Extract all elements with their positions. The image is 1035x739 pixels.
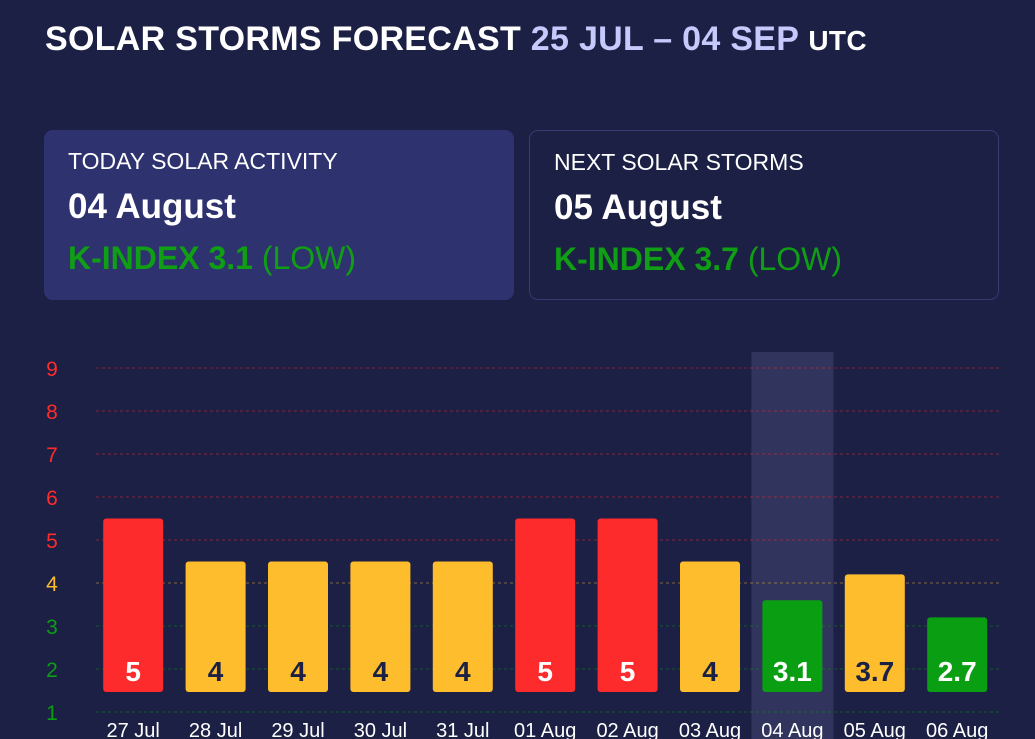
- today-kindex: K-INDEX 3.1 (LOW): [68, 240, 490, 276]
- bar-value-label: 3.7: [855, 656, 894, 687]
- y-tick-label: 3: [46, 616, 58, 639]
- bar-28-jul: [185, 561, 246, 692]
- y-tick-label: 6: [46, 487, 58, 510]
- x-tick-label: 28 Jul: [189, 720, 242, 739]
- today-kindex-value: K-INDEX 3.1: [68, 240, 253, 276]
- bar-value-label: 2.7: [938, 656, 977, 687]
- x-tick-label: 31 Jul: [436, 720, 489, 739]
- x-tick-label: 30 Jul: [354, 720, 407, 739]
- y-tick-label: 2: [46, 659, 58, 682]
- next-kindex: K-INDEX 3.7 (LOW): [554, 241, 974, 277]
- today-activity-card: TODAY SOLAR ACTIVITY 04 August K-INDEX 3…: [44, 130, 514, 300]
- y-tick-label: 1: [46, 702, 58, 725]
- today-card-label: TODAY SOLAR ACTIVITY: [68, 148, 338, 174]
- date-range: 25 JUL – 04 SEP: [530, 20, 799, 58]
- y-tick-label: 9: [46, 358, 58, 381]
- bar-value-label: 3.1: [773, 656, 812, 687]
- bar-04-aug: [762, 600, 823, 692]
- bar-05-aug: [844, 574, 905, 692]
- bar-value-label: 5: [537, 656, 553, 687]
- title-text: SOLAR STORMS FORECAST: [45, 20, 522, 58]
- bar-value-label: 4: [373, 656, 389, 687]
- x-tick-label: 05 Aug: [844, 720, 906, 739]
- x-tick-label: 29 Jul: [271, 720, 324, 739]
- x-tick-label: 04 Aug: [761, 720, 823, 739]
- bar-31-jul: [432, 561, 493, 692]
- next-card-label: NEXT SOLAR STORMS: [554, 149, 804, 175]
- bar-value-label: 4: [702, 656, 718, 687]
- bar-01-aug: [515, 518, 576, 692]
- y-tick-label: 8: [46, 401, 58, 424]
- today-date: 04 August: [68, 187, 236, 226]
- timezone-label: UTC: [808, 25, 867, 56]
- bar-value-label: 5: [620, 656, 636, 687]
- next-storms-card: NEXT SOLAR STORMS 05 August K-INDEX 3.7 …: [529, 130, 999, 300]
- bar-value-label: 5: [125, 656, 141, 687]
- x-tick-label: 27 Jul: [107, 720, 160, 739]
- y-tick-label: 5: [46, 530, 58, 553]
- bar-03-aug: [680, 561, 740, 692]
- y-tick-label: 7: [46, 444, 58, 467]
- next-kindex-level: (LOW): [747, 241, 843, 277]
- x-tick-label: 01 Aug: [514, 720, 576, 739]
- page-title: SOLAR STORMS FORECAST 25 JUL – 04 SEP UT…: [45, 20, 867, 59]
- y-tick-label: 4: [46, 573, 58, 596]
- next-kindex-value: K-INDEX 3.7: [554, 241, 739, 277]
- today-kindex-level: (LOW): [261, 240, 357, 276]
- next-date: 05 August: [554, 188, 722, 227]
- bar-29-jul: [268, 561, 328, 692]
- bar-value-label: 4: [290, 656, 306, 687]
- bar-value-label: 4: [455, 656, 471, 687]
- bar-02-aug: [597, 518, 658, 692]
- x-tick-label: 02 Aug: [596, 720, 658, 739]
- bar-value-label: 4: [208, 656, 224, 687]
- x-tick-label: 06 Aug: [926, 720, 988, 739]
- x-tick-label: 03 Aug: [679, 720, 741, 739]
- bar-06-aug: [927, 617, 988, 692]
- bar-30-jul: [350, 561, 411, 692]
- bar-27-jul: [103, 518, 164, 692]
